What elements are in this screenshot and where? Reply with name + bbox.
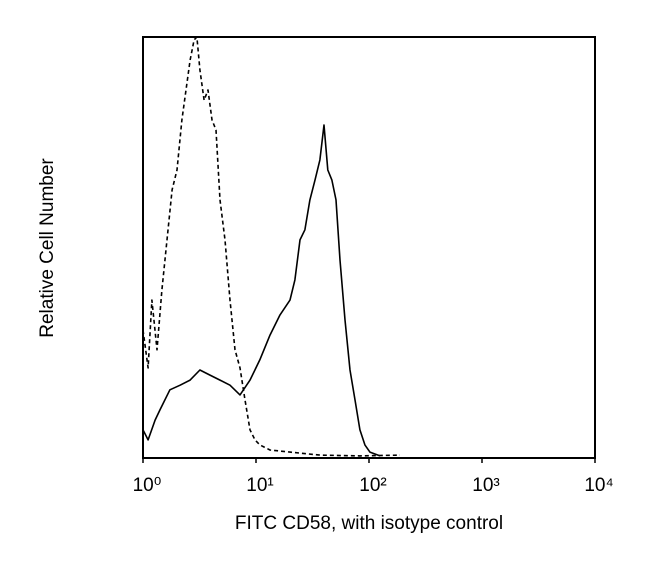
- x-tick-label: 10¹: [246, 475, 273, 496]
- histogram-line: [142, 36, 401, 457]
- x-tick-label: 10²: [359, 475, 386, 496]
- plot-frame: [142, 36, 596, 459]
- histogram-line: [142, 124, 381, 457]
- x-tick-label: 10⁰: [133, 475, 162, 496]
- x-tick-label: 10⁴: [584, 475, 613, 496]
- x-axis-title: FITC CD58, with isotype control: [235, 513, 503, 534]
- x-tick-label: 10³: [472, 475, 499, 496]
- y-axis-title: Relative Cell Number: [37, 158, 58, 338]
